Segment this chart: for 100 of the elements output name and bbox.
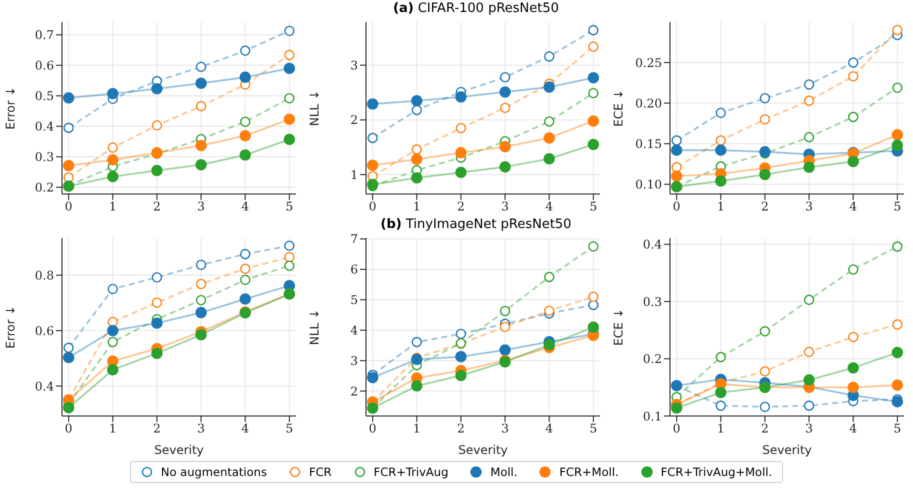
y-axis-title: NLL ↓ — [307, 308, 322, 346]
point — [63, 342, 74, 353]
x-tick-label: 4 — [849, 422, 858, 436]
point — [803, 162, 815, 173]
point — [240, 293, 251, 305]
y-axis-title: ECE ↓ — [611, 308, 626, 346]
x-tick-label: 0 — [672, 200, 680, 214]
x-tick-label: 1 — [108, 200, 117, 214]
x-tick-label: 4 — [849, 200, 858, 214]
x-tick-label: 3 — [805, 422, 813, 436]
point — [107, 170, 118, 182]
x-tick-label: 1 — [716, 200, 725, 214]
y-axis-title: Error ↓ — [3, 86, 18, 130]
point — [500, 72, 510, 82]
x-tick-label: 1 — [412, 422, 421, 436]
y-tick-label: 3 — [350, 354, 358, 368]
point — [544, 272, 554, 282]
point — [151, 164, 163, 176]
point — [588, 138, 600, 150]
point — [544, 153, 555, 164]
point — [716, 108, 726, 118]
y-tick-label: 1 — [350, 168, 358, 182]
y-tick-label: 6 — [350, 262, 358, 277]
y-tick-label: 2 — [350, 384, 358, 398]
point — [544, 306, 554, 316]
x-axis-title: Severity — [458, 443, 508, 457]
point — [196, 278, 206, 290]
point — [892, 140, 904, 151]
y-tick-label: 0.10 — [635, 178, 662, 192]
point — [195, 159, 207, 170]
point — [892, 82, 903, 93]
x-tick-label: 3 — [501, 200, 509, 214]
y-tick-label: 0.4 — [34, 379, 54, 394]
y-axis-title: ECE ↓ — [611, 89, 626, 127]
x-tick-label: 0 — [64, 422, 72, 436]
point — [284, 26, 295, 36]
point — [499, 161, 511, 173]
point — [500, 306, 510, 316]
point — [892, 379, 904, 391]
x-axis-title: Severity — [762, 443, 812, 457]
point — [588, 41, 599, 52]
x-tick-label: 5 — [894, 200, 902, 214]
point — [240, 46, 250, 56]
point — [196, 260, 206, 270]
point — [412, 144, 422, 155]
legend-label: FCR — [308, 465, 332, 479]
point — [62, 352, 74, 364]
x-tick-label: 4 — [241, 200, 250, 214]
x-tick-label: 3 — [197, 200, 205, 214]
y-tick-label: 0.3 — [642, 294, 662, 309]
x-tick-label: 3 — [501, 422, 509, 436]
point — [588, 72, 600, 84]
point — [671, 162, 682, 172]
point — [108, 336, 118, 348]
legend-label: Moll. — [490, 465, 518, 479]
point — [588, 241, 599, 252]
point — [366, 372, 378, 384]
point — [848, 332, 858, 342]
point — [195, 306, 207, 318]
y-tick-label: 7 — [350, 232, 358, 246]
point — [670, 170, 682, 182]
point — [892, 396, 904, 408]
point — [62, 92, 74, 104]
point — [195, 140, 207, 152]
point — [804, 96, 814, 106]
point — [848, 112, 858, 122]
x-tick-label: 5 — [590, 200, 598, 214]
x-tick-label: 2 — [457, 200, 465, 214]
point — [62, 402, 74, 414]
point — [107, 324, 118, 336]
point — [716, 352, 726, 362]
point — [240, 72, 251, 83]
point — [500, 102, 510, 114]
point — [152, 272, 162, 283]
point — [848, 264, 858, 275]
y-tick-label: 0.4 — [642, 238, 662, 252]
point — [107, 88, 118, 100]
point — [803, 374, 815, 386]
x-tick-label: 5 — [894, 422, 902, 436]
point — [804, 346, 814, 358]
point — [848, 382, 859, 394]
point — [240, 264, 250, 274]
point — [544, 51, 554, 62]
y-tick-label: 2 — [350, 113, 358, 128]
point — [455, 147, 467, 158]
x-tick-label: 4 — [545, 422, 554, 436]
legend-label: FCR+Moll. — [559, 465, 619, 479]
point — [284, 93, 295, 104]
x-axis-title: Severity — [154, 443, 204, 457]
legend-label: No augmentations — [160, 465, 267, 479]
point — [892, 241, 903, 252]
chart-title: (a) CIFAR-100 pResNet50 — [392, 0, 560, 18]
point — [499, 344, 511, 356]
x-tick-label: 5 — [286, 422, 294, 436]
point — [544, 132, 555, 144]
point — [284, 260, 295, 271]
y-tick-label: 4 — [350, 323, 358, 338]
point — [196, 62, 206, 72]
point — [411, 95, 422, 106]
point — [760, 326, 770, 336]
